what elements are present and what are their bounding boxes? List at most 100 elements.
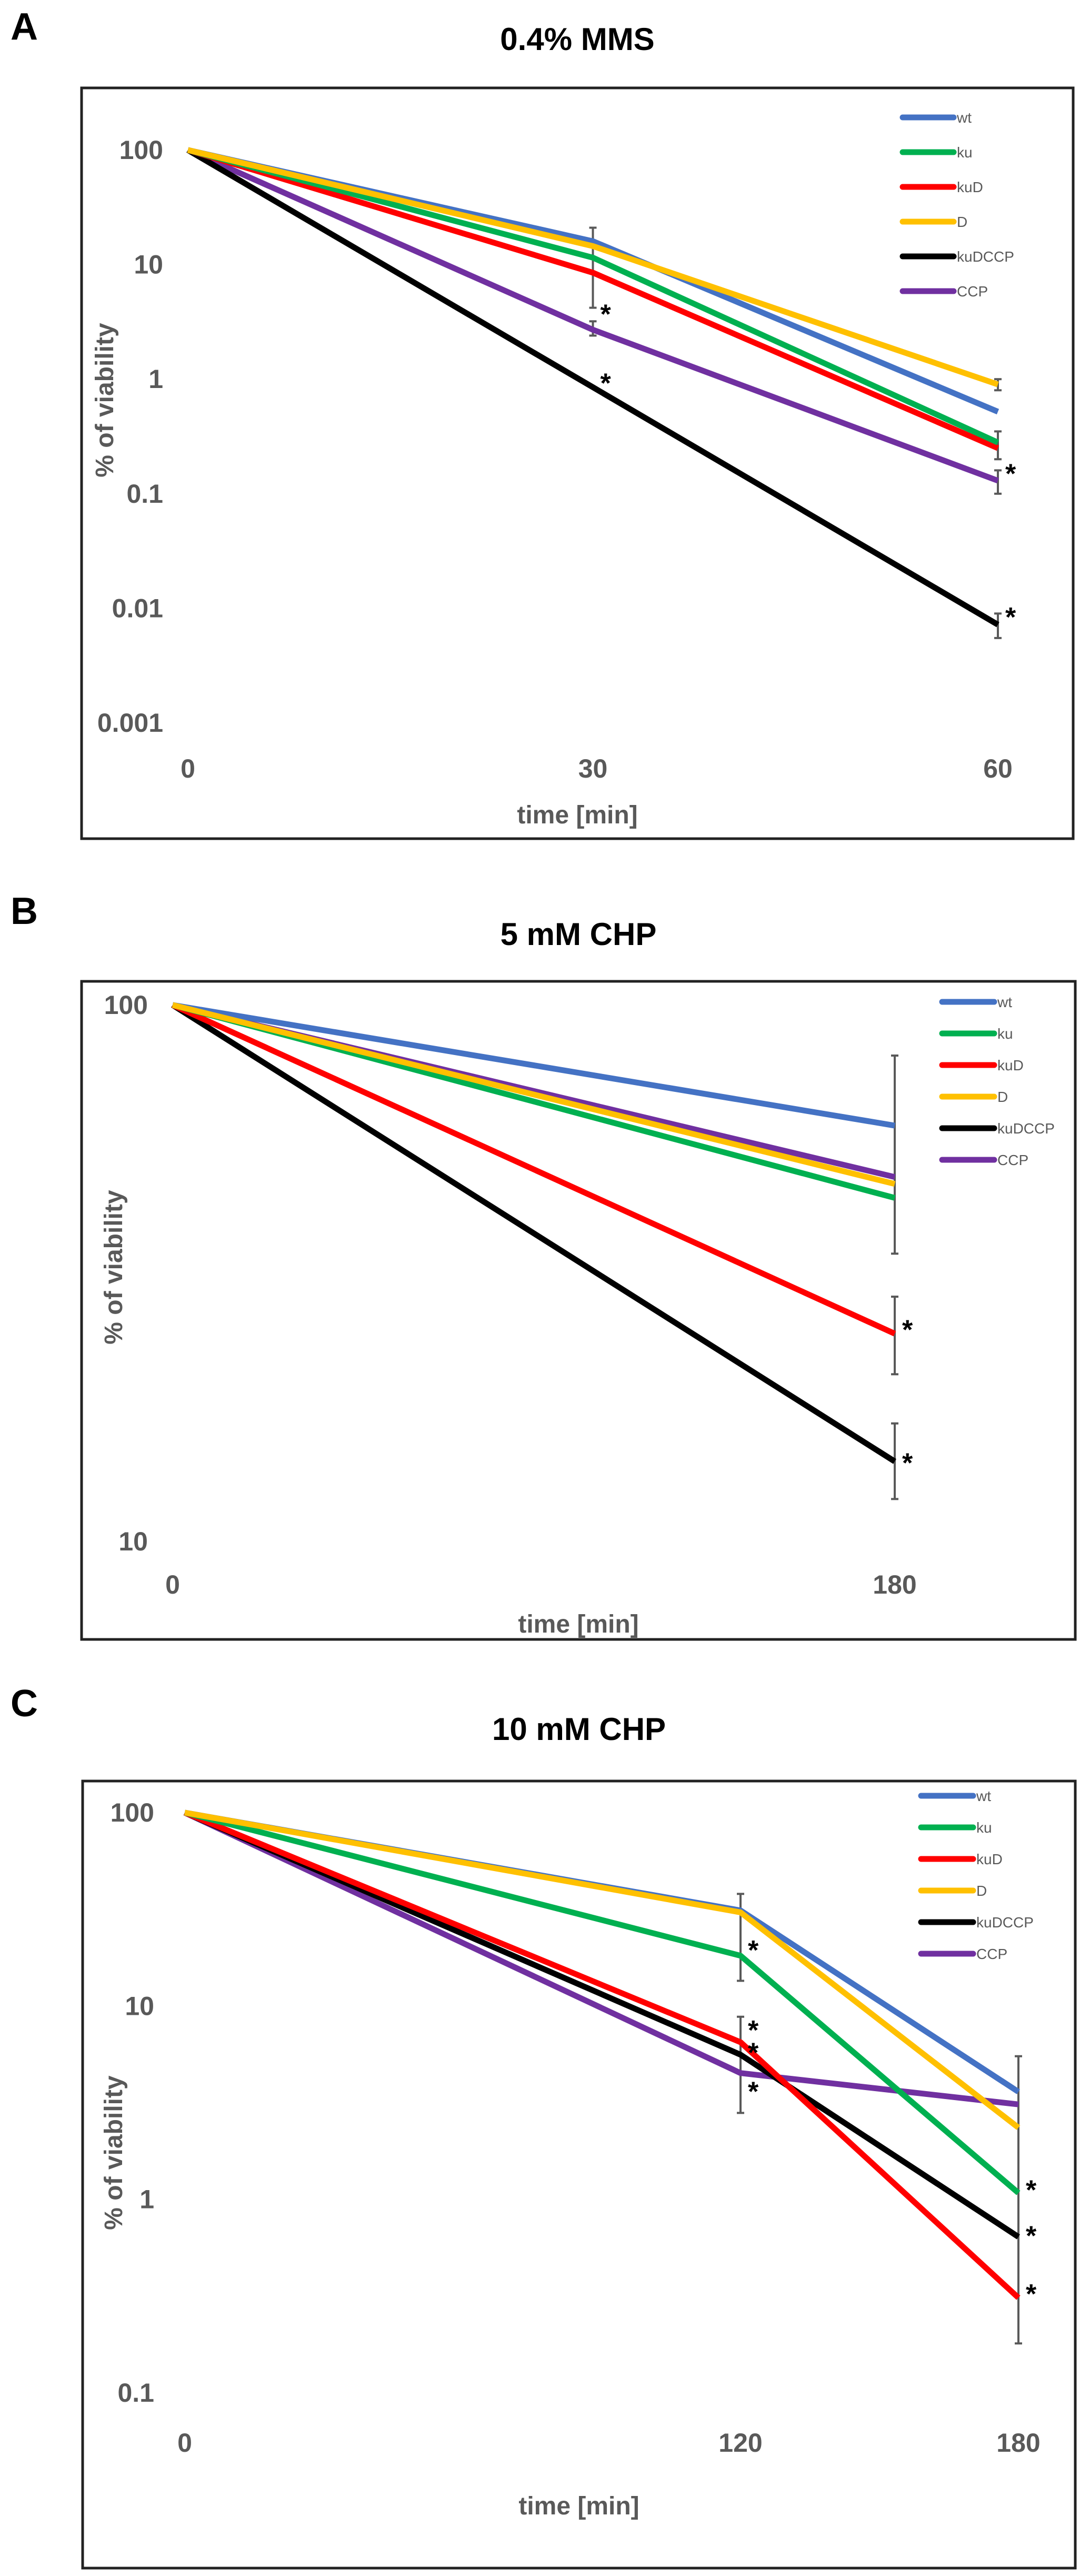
significance-asterisk: * (748, 2077, 759, 2107)
legend-item-ku: ku (899, 144, 973, 161)
legend-item-kud: kuD (899, 179, 983, 195)
series-line-kudccp (186, 147, 999, 628)
error-bar (994, 378, 1002, 392)
y-tick-label: 100 (111, 1798, 154, 1827)
legend-item-ku: ku (918, 1819, 992, 1836)
legend-label: ku (997, 1026, 1013, 1042)
y-tick-label: 10 (134, 250, 163, 280)
x-axis-label: time [min] (518, 2492, 639, 2520)
legend-item-ku: ku (939, 1026, 1013, 1042)
x-axis-label: time [min] (518, 1610, 638, 1638)
chart-title: 10 mM CHP (492, 1712, 666, 1747)
legend-label: kuDCCP (997, 1120, 1055, 1137)
legend-item-ccp: CCP (899, 283, 988, 300)
y-tick-label: 100 (104, 990, 148, 1020)
panel-label: B (11, 890, 38, 932)
y-axis-label: % of viability (100, 1190, 128, 1345)
legend-label: D (976, 1883, 987, 1899)
legend-label: kuDCCP (976, 1914, 1034, 1931)
panel-label: C (11, 1683, 38, 1725)
x-tick-label: 180 (996, 2428, 1040, 2458)
legend-label: wt (976, 1788, 991, 1804)
series-line-kudccp (183, 1809, 1021, 2240)
x-axis-label: time [min] (517, 801, 637, 829)
legend-label: D (957, 214, 967, 230)
legend-label: kuD (957, 179, 983, 195)
legend-label: ku (957, 144, 973, 161)
error-bar (737, 2015, 744, 2114)
legend-item-d: D (939, 1089, 1008, 1105)
chart-title: 0.4% MMS (500, 22, 654, 57)
significance-asterisk: * (748, 1935, 759, 1966)
series-line-ccp (186, 147, 999, 484)
significance-asterisk: * (601, 369, 612, 399)
y-tick-label: 0.01 (112, 593, 163, 623)
legend-label: kuDCCP (957, 248, 1014, 265)
legend-item-ccp: CCP (918, 1946, 1007, 1962)
legend-item-kud: kuD (939, 1057, 1024, 1073)
series-line-kudccp (171, 1002, 896, 1464)
chart-panel-a: A 0.4% MMS 100 10 1 0.1 0.01 0.001 0 30 60 time [mi… (11, 6, 1075, 840)
significance-asterisk: * (601, 300, 612, 330)
x-tick-label: 30 (578, 754, 608, 783)
legend-item-kudccp: kuDCCP (939, 1120, 1055, 1137)
legend-item-kud: kuD (918, 1851, 1003, 1867)
error-bar (891, 1295, 898, 1376)
series-line-wt (184, 1809, 1021, 2094)
y-axis-label: % of viability (100, 2075, 128, 2230)
chart-title: 5 mM CHP (501, 917, 657, 952)
panel-label: A (11, 6, 38, 48)
y-tick-label: 1 (139, 2185, 154, 2214)
x-tick-label: 120 (718, 2428, 762, 2458)
legend-label: kuD (976, 1851, 1003, 1867)
legend-item-wt: wt (918, 1788, 991, 1804)
legend-label: CCP (976, 1946, 1007, 1962)
legend-label: wt (956, 110, 972, 126)
series-line-ku (187, 147, 999, 445)
plot-border (80, 86, 1075, 840)
significance-asterisk: * (1026, 2279, 1037, 2310)
legend-label: wt (997, 994, 1012, 1010)
x-tick-label: 0 (181, 754, 195, 783)
significance-asterisk: * (902, 1315, 913, 1346)
series-line-ku (184, 1809, 1021, 2195)
legend-label: CCP (997, 1152, 1028, 1168)
y-tick-label: 1 (148, 364, 163, 394)
significance-asterisk: * (748, 2015, 759, 2046)
plot-border (80, 980, 1077, 1641)
series-line-d (184, 1809, 1021, 2130)
legend-item-ccp: CCP (939, 1152, 1028, 1168)
legend-item-wt: wt (899, 110, 972, 126)
legend-label: kuD (997, 1057, 1024, 1073)
legend-item-d: D (918, 1883, 987, 1899)
x-tick-label: 180 (873, 1570, 916, 1599)
plot-border (81, 1779, 1077, 2570)
series-line-wt (172, 1002, 895, 1129)
legend-label: CCP (957, 283, 988, 300)
y-tick-label: 0.001 (97, 708, 163, 738)
y-tick-label: 10 (125, 1991, 154, 2021)
x-tick-label: 0 (177, 2428, 192, 2458)
series-line-kud (171, 1002, 896, 1337)
legend-item-kudccp: kuDCCP (918, 1914, 1034, 1931)
significance-asterisk: * (1026, 2175, 1037, 2205)
legend-item-wt: wt (939, 994, 1012, 1010)
series-line-kud (183, 1809, 1021, 2300)
chart-panel-c: C 10 mM CHP 100 10 1 0.1 0 120 180 time [min] % of… (11, 1683, 1077, 2570)
significance-asterisk: * (1026, 2221, 1037, 2252)
series-line-d (187, 147, 999, 387)
error-bar (1015, 2055, 1022, 2345)
error-bar (994, 469, 1002, 495)
y-tick-label: 0.1 (126, 479, 163, 509)
series-line-kud (187, 147, 999, 451)
y-tick-label: 100 (119, 135, 163, 165)
legend-label: D (997, 1089, 1008, 1105)
legend-item-kudccp: kuDCCP (899, 248, 1014, 265)
significance-asterisk: * (902, 1448, 913, 1479)
y-tick-label: 10 (118, 1527, 148, 1556)
